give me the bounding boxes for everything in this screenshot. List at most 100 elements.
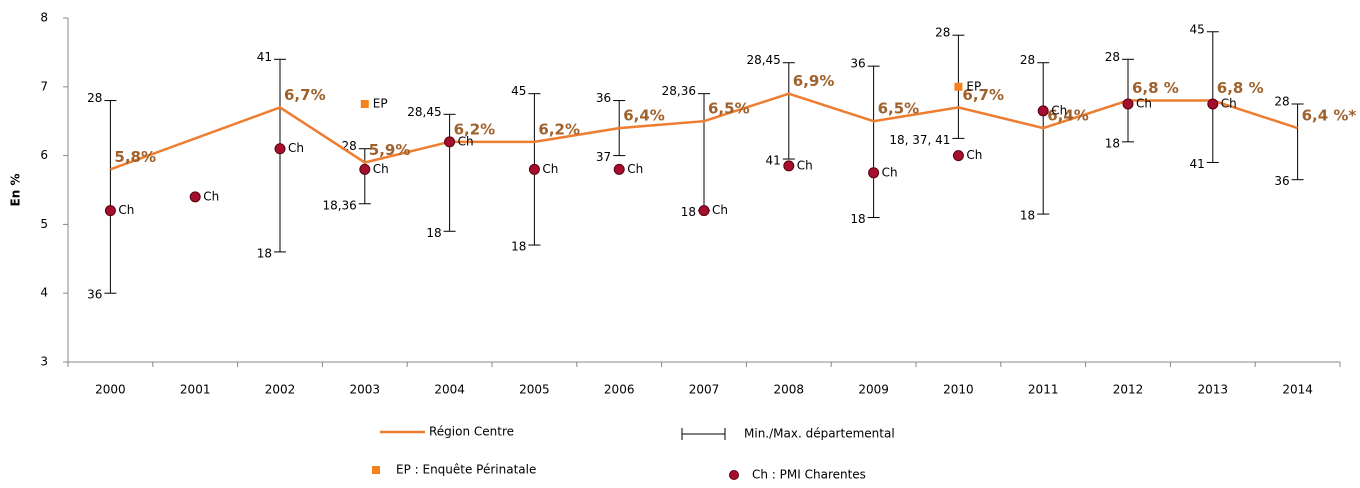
x-tick-label: 2001 [180,383,211,397]
legend-label: Région Centre [429,425,514,439]
y-tick-label: 4 [40,286,48,300]
y-tick-label: 3 [40,355,48,369]
ch-marker [528,163,540,175]
range-low-label: 41 [766,154,781,168]
x-tick-label: 2000 [95,383,126,397]
range-high-label: 28 [935,26,950,40]
range-high-label: 45 [1190,22,1205,36]
ch-marker [783,160,795,172]
legend-label: EP : Enquête Périnatale [396,463,536,477]
y-tick-label: 7 [40,79,48,93]
range-low-label: 18 [1105,136,1120,150]
range-high-label: 28 [1020,53,1035,67]
line-series [109,92,1298,171]
y-tick-label: 5 [40,217,48,231]
x-tick-label: 2010 [943,383,974,397]
ch-marker [613,163,625,175]
ch-marker [698,205,710,217]
range-low-label: 18 [681,205,696,219]
range-low-label: 18,36 [322,198,356,212]
marker-label: Ch [882,165,898,179]
marker-label: Ch [1051,103,1067,117]
range-low-label: 18, 37, 41 [889,133,950,147]
range-high-label: 28,45 [407,105,441,119]
marker-label: Ch [966,148,982,162]
range-high-label: 28,45 [746,53,780,67]
data-label: 6,5% [878,100,920,118]
y-tick-label: 8 [40,11,48,25]
legend-label: Min./Max. départemental [744,427,895,441]
x-tick-label: 2009 [858,383,889,397]
x-tick-label: 2002 [265,383,296,397]
marker-label: Ch [458,134,474,148]
data-label: 6,4% [623,107,665,125]
ch-marker [274,143,286,155]
x-tick-label: 2012 [1113,383,1144,397]
data-label: 6,8 % [1132,79,1179,97]
ep-marker [360,100,369,108]
x-tick-label: 2008 [774,383,805,397]
range-low-label: 18 [1020,209,1035,223]
range-low-label: 36 [87,288,102,302]
range-high-label: 36 [850,57,865,71]
marker-label: EP [373,97,388,111]
x-tick-label: 2003 [350,383,381,397]
y-axis-label: En % [9,174,23,207]
ch-marker [104,205,116,217]
x-tick-label: 2007 [689,383,720,397]
range-high-label: 28,36 [662,84,696,98]
marker-label: EP [966,79,981,93]
range-low-label: 18 [426,226,441,240]
range-low-label: 18 [511,240,526,254]
data-label: 6,2% [454,120,496,138]
marker-label: Ch [1221,97,1237,111]
data-label: 6,8 % [1217,79,1264,97]
marker-label: Ch [712,203,728,217]
range-high-label: 36 [596,91,611,105]
ch-marker [1037,105,1049,117]
range-high-label: 28 [1274,95,1289,109]
ch-marker [868,167,880,179]
data-label: 6,4 %* [1302,107,1357,125]
marker-label: Ch [373,162,389,176]
data-label: 6,2% [538,120,580,138]
ch-marker [444,136,456,148]
ch-marker [189,191,201,203]
marker-label: Ch [1136,97,1152,111]
range-low-label: 41 [1190,157,1205,171]
data-label: 5,8% [114,148,156,166]
marker-label: Ch [203,189,219,203]
legend-circle [729,470,739,480]
ch-marker [359,163,371,175]
x-tick-label: 2011 [1028,383,1059,397]
x-tick-label: 2004 [434,383,465,397]
marker-label: Ch [797,158,813,172]
ep-marker [954,82,963,91]
range-low-label: 18 [257,246,272,260]
range-high-label: 28 [87,91,102,105]
range-high-label: 28 [1105,50,1120,64]
ch-marker [1207,98,1219,110]
y-tick-label: 6 [40,148,48,162]
x-tick-label: 2013 [1198,383,1229,397]
marker-label: Ch [288,141,304,155]
range-high-label: 45 [511,84,526,98]
data-label: 6,4% [1047,107,1089,125]
range-high-label: 41 [257,50,272,64]
legend-square [372,466,380,474]
data-label: 6,9% [793,72,835,90]
marker-label: Ch [118,203,134,217]
marker-label: Ch [542,162,558,176]
data-label: 6,7% [962,86,1004,104]
legend-label: Ch : PMI Charentes [752,468,866,482]
range-low-label: 18 [850,212,865,226]
ch-marker [1122,98,1134,110]
x-tick-label: 2014 [1282,383,1313,397]
ch-marker [952,150,964,162]
data-label: 6,5% [708,100,750,118]
x-tick-label: 2006 [604,383,635,397]
marker-label: Ch [627,162,643,176]
x-tick-label: 2005 [519,383,550,397]
data-label: 5,9% [369,141,411,159]
